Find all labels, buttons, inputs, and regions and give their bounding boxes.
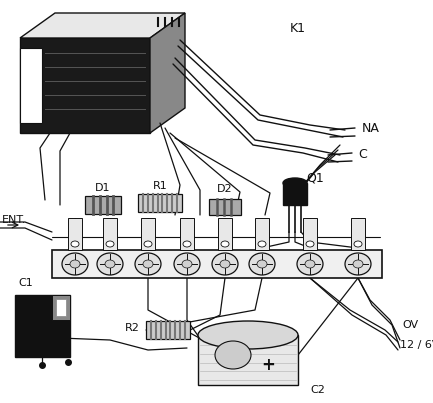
Ellipse shape — [353, 260, 363, 268]
Text: +: + — [261, 356, 275, 374]
Ellipse shape — [345, 253, 371, 275]
Ellipse shape — [258, 241, 266, 247]
Bar — [15, 295, 70, 357]
Polygon shape — [150, 13, 185, 133]
Bar — [56, 299, 66, 316]
Ellipse shape — [143, 260, 153, 268]
Bar — [20, 48, 42, 123]
Ellipse shape — [182, 260, 192, 268]
Text: 12 / 6V: 12 / 6V — [400, 340, 433, 350]
Ellipse shape — [174, 253, 200, 275]
Text: D2: D2 — [217, 184, 233, 194]
Bar — [180, 218, 194, 250]
Text: C2: C2 — [310, 385, 325, 395]
Text: K1: K1 — [290, 22, 306, 35]
Ellipse shape — [198, 321, 298, 349]
Bar — [85, 196, 121, 214]
Ellipse shape — [62, 253, 88, 275]
Text: OV: OV — [402, 320, 418, 330]
Text: NA: NA — [362, 121, 380, 135]
Bar — [141, 218, 155, 250]
Ellipse shape — [220, 260, 230, 268]
Ellipse shape — [221, 241, 229, 247]
Text: ENT.: ENT. — [2, 215, 26, 225]
Bar — [68, 218, 82, 250]
Ellipse shape — [135, 253, 161, 275]
Ellipse shape — [97, 253, 123, 275]
Ellipse shape — [305, 260, 315, 268]
Bar — [103, 218, 117, 250]
Text: R1: R1 — [152, 181, 168, 191]
Ellipse shape — [183, 241, 191, 247]
Ellipse shape — [257, 260, 267, 268]
Bar — [303, 218, 317, 250]
Ellipse shape — [71, 241, 79, 247]
Bar — [255, 218, 269, 250]
Text: C1: C1 — [18, 278, 33, 288]
Ellipse shape — [70, 260, 80, 268]
Ellipse shape — [249, 253, 275, 275]
Ellipse shape — [212, 253, 238, 275]
Ellipse shape — [106, 241, 114, 247]
Bar — [209, 199, 241, 215]
Bar — [283, 183, 307, 205]
Bar — [52, 250, 382, 278]
Bar — [198, 335, 298, 385]
Ellipse shape — [215, 341, 251, 369]
Polygon shape — [20, 38, 150, 133]
Bar — [351, 218, 365, 250]
Text: D1: D1 — [95, 183, 111, 193]
Bar — [52, 295, 70, 320]
Text: Q1: Q1 — [306, 172, 324, 185]
Ellipse shape — [354, 241, 362, 247]
Ellipse shape — [283, 178, 307, 188]
Ellipse shape — [306, 241, 314, 247]
Bar — [138, 194, 182, 212]
Text: C: C — [358, 148, 367, 162]
Bar — [218, 218, 232, 250]
Ellipse shape — [144, 241, 152, 247]
Polygon shape — [20, 13, 185, 38]
Bar — [146, 321, 190, 339]
Ellipse shape — [105, 260, 115, 268]
Ellipse shape — [297, 253, 323, 275]
Text: R2: R2 — [125, 323, 140, 333]
